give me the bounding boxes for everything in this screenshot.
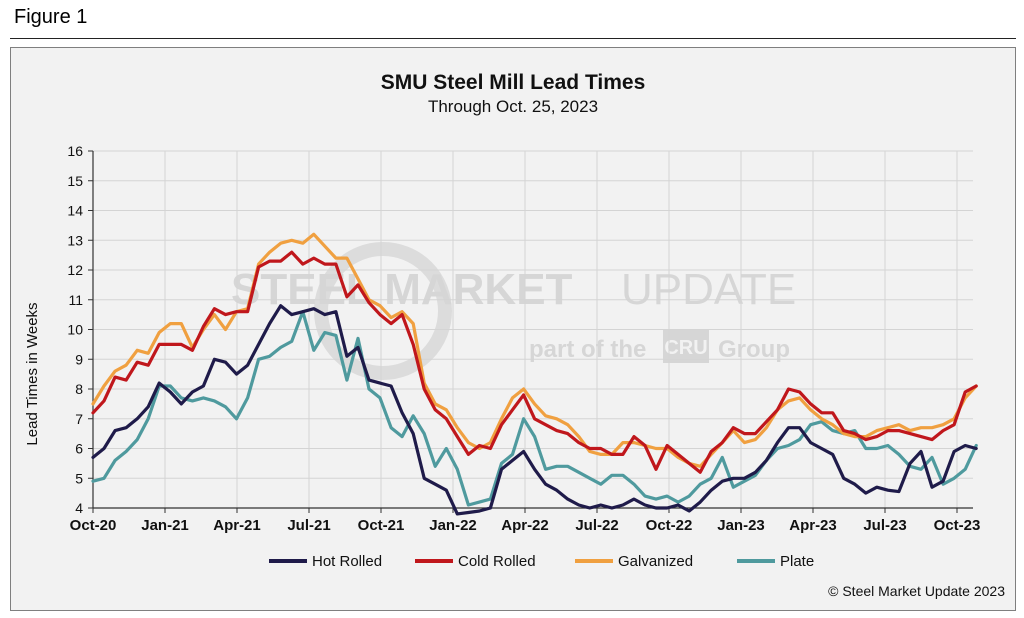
y-axis-ticks: 4 5 6 7 8 9 10 11 12 13 14 15 16 — [67, 143, 93, 516]
series-line-plate — [91, 310, 978, 507]
chart-subtitle: Through Oct. 25, 2023 — [428, 97, 598, 116]
x-tick-label: Jan-22 — [429, 517, 477, 534]
watermark-cru-logo: CRU — [664, 337, 707, 359]
y-tick-label: 12 — [67, 262, 83, 278]
watermark-brand-light: UPDATE — [621, 265, 796, 314]
series-line-hot-rolled — [91, 304, 978, 516]
legend-label-plate: Plate — [780, 553, 814, 570]
y-tick-label: 6 — [75, 441, 83, 457]
y-tick-label: 4 — [75, 500, 83, 516]
legend-item-galvanized: Galvanized — [575, 553, 693, 570]
y-tick-label: 8 — [75, 381, 83, 397]
legend-label-galvanized: Galvanized — [618, 553, 693, 570]
y-tick-label: 7 — [75, 411, 83, 427]
x-tick-label: Apr-23 — [789, 517, 837, 534]
watermark-cru-box — [663, 329, 709, 363]
y-tick-label: 5 — [75, 470, 83, 486]
watermark: STEEL MARKET UPDATE part of the CRU Grou… — [231, 242, 796, 380]
x-tick-label: Apr-22 — [501, 517, 549, 534]
x-tick-label: Jan-21 — [141, 517, 189, 534]
chart-panel: STEEL MARKET UPDATE part of the CRU Grou… — [10, 47, 1016, 611]
legend-label-cold-rolled: Cold Rolled — [458, 553, 536, 570]
series-line-cold-rolled — [91, 250, 978, 474]
chart-svg: STEEL MARKET UPDATE part of the CRU Grou… — [24, 71, 1005, 599]
legend-label-hot-rolled: Hot Rolled — [312, 553, 382, 570]
y-tick-label: 13 — [67, 232, 83, 248]
watermark-group: Group — [718, 336, 790, 363]
y-tick-label: 11 — [68, 292, 83, 308]
x-tick-label: Oct-23 — [934, 517, 981, 534]
x-axis-ticks: Oct-20 Jan-21 Apr-21 Jul-21 Oct-21 Jan-22 Apr-… — [70, 508, 981, 534]
figure-divider — [10, 38, 1016, 39]
x-tick-label: Oct-20 — [70, 517, 117, 534]
y-tick-label: 16 — [67, 143, 83, 159]
y-tick-label: 14 — [67, 203, 83, 219]
y-tick-label: 9 — [75, 351, 83, 367]
chart-title: SMU Steel Mill Lead Times — [381, 71, 646, 94]
legend-item-cold-rolled: Cold Rolled — [415, 553, 536, 570]
x-tick-label: Jan-23 — [717, 517, 765, 534]
x-tick-label: Jul-22 — [575, 517, 618, 534]
legend-item-hot-rolled: Hot Rolled — [269, 553, 382, 570]
x-tick-label: Apr-21 — [213, 517, 261, 534]
y-axis-label: Lead Times in Weeks — [24, 302, 41, 445]
x-tick-label: Jul-21 — [287, 517, 330, 534]
watermark-part-of: part of the — [529, 336, 646, 363]
legend-item-plate: Plate — [737, 553, 814, 570]
watermark-brand: STEEL MARKET — [231, 265, 573, 314]
legend: Hot Rolled Cold Rolled Galvanized Plate — [269, 553, 814, 570]
x-tick-label: Oct-21 — [358, 517, 405, 534]
x-tick-label: Oct-22 — [646, 517, 693, 534]
figure-label: Figure 1 — [14, 6, 88, 28]
series-group — [91, 232, 978, 516]
x-tick-label: Jul-23 — [863, 517, 906, 534]
y-tick-label: 10 — [67, 322, 83, 338]
copyright-text: © Steel Market Update 2023 — [828, 583, 1005, 599]
y-tick-label: 15 — [67, 173, 83, 189]
